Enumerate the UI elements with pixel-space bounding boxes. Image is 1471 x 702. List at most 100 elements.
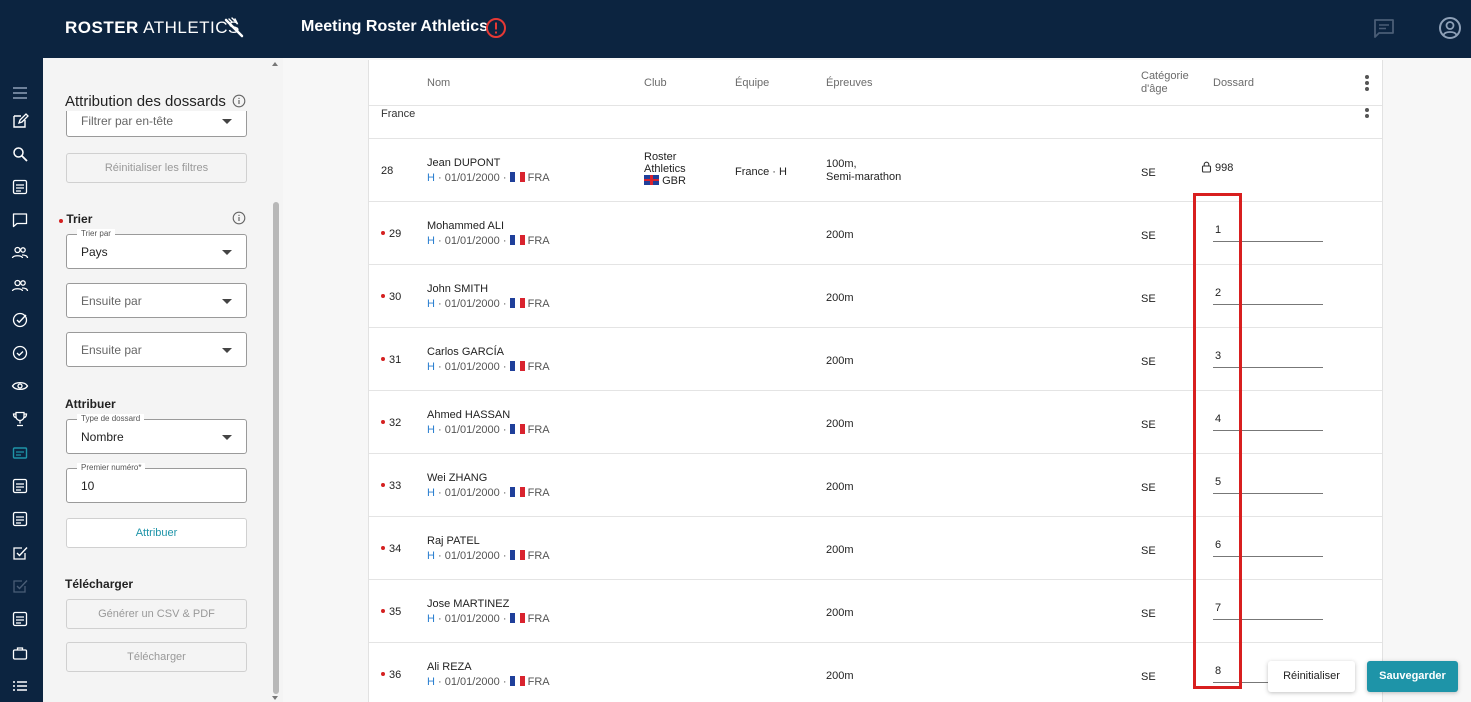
- athlete-events: 200m: [826, 607, 854, 619]
- checkbox-icon[interactable]: [11, 544, 29, 562]
- eye-icon[interactable]: [11, 377, 29, 395]
- table-row[interactable]: 34 Raj PATEL H · 01/01/2000 · FRA 200m S…: [369, 517, 1382, 580]
- table-row[interactable]: 29 Mohammed ALI H · 01/01/2000 · FRA 200…: [369, 202, 1382, 265]
- app-logo[interactable]: ROSTER ATHLETICS: [65, 18, 240, 37]
- france-flag-icon: [509, 550, 525, 560]
- id-card-icon[interactable]: [11, 444, 29, 462]
- row-number: 29: [381, 228, 401, 240]
- athlete-details: H · 01/01/2000 · FRA: [427, 172, 550, 184]
- scroll-up-arrow[interactable]: [272, 62, 278, 66]
- unsaved-marker: [381, 231, 385, 236]
- panel-scrollbar[interactable]: [273, 202, 279, 694]
- save-button[interactable]: Sauvegarder: [1367, 661, 1458, 692]
- athlete-details: H · 01/01/2000 · FRA: [427, 676, 550, 688]
- people-icon[interactable]: [11, 244, 29, 262]
- table-row[interactable]: 33 Wei ZHANG H · 01/01/2000 · FRA 200m S…: [369, 454, 1382, 517]
- reset-filters-button[interactable]: Réinitialiser les filtres: [66, 153, 247, 183]
- athlete-name[interactable]: John SMITH: [427, 283, 489, 295]
- row-number: 30: [381, 291, 401, 303]
- check-circle-icon[interactable]: [11, 344, 29, 362]
- table-row[interactable]: 32 Ahmed HASSAN H · 01/01/2000 · FRA 200…: [369, 391, 1382, 454]
- athlete-name[interactable]: Wei ZHANG: [427, 472, 488, 484]
- age-category: SE: [1141, 167, 1156, 179]
- athlete-name[interactable]: Jose MARTINEZ: [427, 598, 510, 610]
- menu-icon[interactable]: [11, 84, 29, 102]
- lock-icon: [1201, 161, 1212, 173]
- filter-by-header-select[interactable]: Filtrer par en-tête: [66, 111, 247, 137]
- people-icon[interactable]: [11, 277, 29, 295]
- athlete-details: H · 01/01/2000 · FRA: [427, 550, 550, 562]
- column-header-age-category[interactable]: Catégorie d'âge: [1141, 70, 1189, 95]
- chevron-down-icon: [222, 348, 232, 353]
- more-options-icon[interactable]: [1365, 75, 1369, 91]
- athlete-name[interactable]: Ali REZA: [427, 661, 472, 673]
- then-by-select-1[interactable]: Ensuite par: [66, 283, 247, 318]
- chat-icon[interactable]: [1372, 16, 1396, 40]
- search-icon[interactable]: [11, 145, 29, 163]
- briefcase-icon[interactable]: [11, 644, 29, 662]
- unsaved-marker: [381, 420, 385, 425]
- bib-input[interactable]: 6: [1213, 539, 1323, 557]
- athlete-details: H · 01/01/2000 · FRA: [427, 487, 550, 499]
- france-flag-icon: [509, 676, 525, 686]
- bib-input[interactable]: 4: [1213, 413, 1323, 431]
- table-row[interactable]: 35 Jose MARTINEZ H · 01/01/2000 · FRA 20…: [369, 580, 1382, 643]
- assign-button[interactable]: Attribuer: [66, 518, 247, 548]
- then-by-select-2[interactable]: Ensuite par: [66, 332, 247, 367]
- list-icon[interactable]: [11, 178, 29, 196]
- row-number: 32: [381, 417, 401, 429]
- info-icon[interactable]: [232, 211, 246, 225]
- bib-locked-value: 998: [1201, 161, 1233, 174]
- download-button[interactable]: Télécharger: [66, 642, 247, 672]
- info-icon[interactable]: [232, 94, 246, 108]
- athlete-name[interactable]: Raj PATEL: [427, 535, 480, 547]
- athlete-details: H · 01/01/2000 · FRA: [427, 613, 550, 625]
- sort-by-select[interactable]: Trier par Pays: [66, 229, 247, 269]
- table-row[interactable]: 28 Jean DUPONT H · 01/01/2000 · FRA Rost…: [369, 139, 1382, 202]
- age-category: SE: [1141, 545, 1156, 557]
- list-icon[interactable]: [11, 677, 29, 695]
- scroll-down-arrow[interactable]: [272, 696, 278, 700]
- navigation-rail: [0, 58, 43, 702]
- athlete-events: 200m: [826, 481, 854, 493]
- first-number-input[interactable]: Premier numéro* 10: [66, 463, 247, 503]
- athlete-name[interactable]: Mohammed ALI: [427, 220, 505, 232]
- account-circle-icon[interactable]: [1437, 15, 1463, 41]
- checkbox-icon[interactable]: [11, 577, 29, 595]
- list-icon[interactable]: [11, 510, 29, 528]
- athlete-name[interactable]: Carlos GARCÍA: [427, 346, 505, 358]
- age-category: SE: [1141, 356, 1156, 368]
- list-icon[interactable]: [11, 477, 29, 495]
- athlete-name[interactable]: Jean DUPONT: [427, 157, 501, 169]
- table-row[interactable]: 30 John SMITH H · 01/01/2000 · FRA 200m …: [369, 265, 1382, 328]
- chevron-down-icon: [222, 299, 232, 304]
- bib-input[interactable]: 1: [1213, 224, 1323, 242]
- chevron-down-icon: [222, 435, 232, 440]
- column-header-team[interactable]: Équipe: [735, 77, 770, 89]
- alert-circle-icon[interactable]: [485, 17, 507, 39]
- bib-input[interactable]: 3: [1213, 350, 1323, 368]
- bib-type-select[interactable]: Type de dossard Nombre: [66, 414, 247, 454]
- generate-csv-pdf-button[interactable]: Générer un CSV & PDF: [66, 599, 247, 629]
- trophy-icon[interactable]: [11, 410, 29, 428]
- bib-input[interactable]: 5: [1213, 476, 1323, 494]
- chevron-down-icon: [222, 250, 232, 255]
- column-header-club[interactable]: Club: [644, 77, 667, 89]
- bib-input[interactable]: 7: [1213, 602, 1323, 620]
- unsaved-marker: [381, 294, 385, 299]
- athlete-name[interactable]: Ahmed HASSAN: [427, 409, 511, 421]
- column-header-name[interactable]: Nom: [427, 77, 451, 89]
- page-title: Meeting Roster Athletics: [301, 18, 488, 35]
- list-icon[interactable]: [11, 610, 29, 628]
- table-row[interactable]: 31 Carlos GARCÍA H · 01/01/2000 · FRA 20…: [369, 328, 1382, 391]
- chat-icon[interactable]: [11, 211, 29, 229]
- france-flag-icon: [509, 424, 525, 434]
- bib-input[interactable]: 2: [1213, 287, 1323, 305]
- group-label: France: [381, 108, 416, 120]
- panel-title: Attribution des dossards: [65, 93, 232, 110]
- reset-button[interactable]: Réinitialiser: [1268, 661, 1355, 692]
- column-header-events[interactable]: Épreuves: [826, 77, 873, 89]
- column-header-bib[interactable]: Dossard: [1213, 77, 1254, 89]
- edit-icon[interactable]: [11, 112, 29, 130]
- check-circle-icon[interactable]: [11, 311, 29, 329]
